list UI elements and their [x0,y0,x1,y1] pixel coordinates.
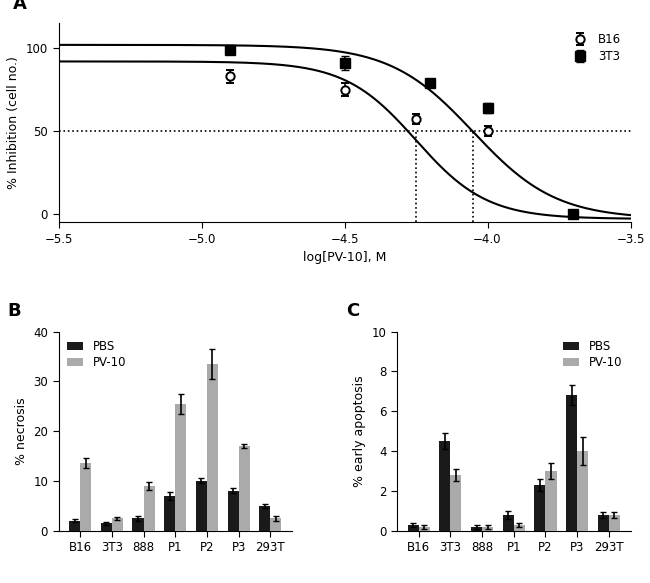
Y-axis label: % early apoptosis: % early apoptosis [353,375,366,487]
Text: C: C [346,301,359,319]
Bar [577,451,588,531]
Bar [502,515,514,531]
Bar [80,463,91,531]
X-axis label: log[PV-10], M: log[PV-10], M [303,251,386,264]
Bar [534,485,545,531]
Bar [545,471,556,531]
Legend: B16, 3T3: B16, 3T3 [565,29,625,67]
Bar [439,441,450,531]
Bar [259,505,270,531]
Bar [176,403,187,531]
Y-axis label: % necrosis: % necrosis [15,397,28,465]
Bar [133,518,144,531]
Text: A: A [13,0,27,13]
Bar [69,521,80,531]
Bar [270,518,281,531]
Legend: PBS, PV-10: PBS, PV-10 [64,338,129,372]
Bar [239,446,250,531]
Bar [598,515,609,531]
Text: B: B [7,301,21,319]
Bar [227,491,239,531]
Bar [207,364,218,531]
Bar [566,395,577,531]
Bar [419,526,430,531]
Bar [408,525,419,531]
Legend: PBS, PV-10: PBS, PV-10 [560,338,625,372]
Bar [101,523,112,531]
Bar [609,515,620,531]
Bar [514,525,525,531]
Bar [482,526,493,531]
Bar [144,486,155,531]
Bar [164,496,176,531]
Bar [196,481,207,531]
Bar [112,518,123,531]
Y-axis label: % Inhibition (cell no.): % Inhibition (cell no.) [7,57,20,189]
Bar [471,526,482,531]
Bar [450,475,462,531]
